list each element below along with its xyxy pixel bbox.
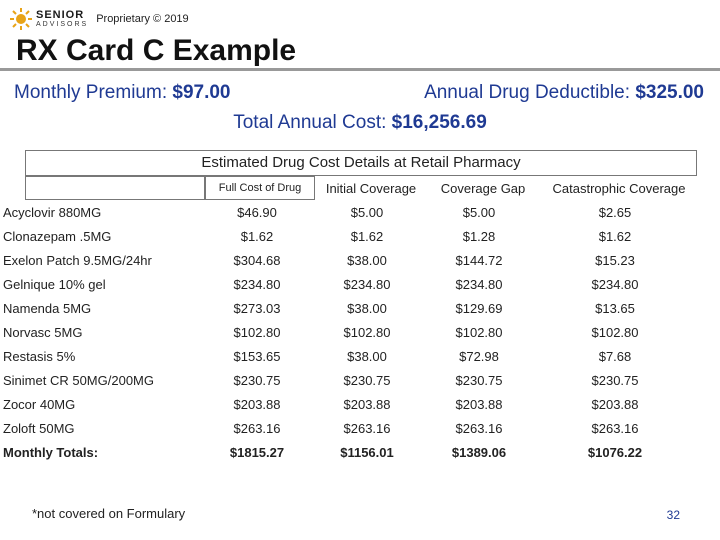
cell-coverage-gap: $234.80 [455,276,503,292]
title-bar: RX Card C Example [0,34,720,71]
page-title: RX Card C Example [16,34,297,67]
cell-initial-coverage: $263.16 [343,420,391,436]
logo-main-text: SENIOR [36,9,85,21]
cell-drug-name: Namenda 5MG [3,300,92,316]
cell-drug-name: Clonazepam .5MG [3,228,112,244]
proprietary-notice: Proprietary © 2019 [96,13,189,25]
cell-full-cost: $230.75 [233,372,281,388]
cell-catastrophic-coverage: $263.16 [591,420,639,436]
premium-label: Monthly Premium: [14,82,173,103]
cell-full-cost: $234.80 [233,276,281,292]
table-row: Gelnique 10% gel $234.80 $234.80 $234.80 $23… [3,272,695,296]
cell-drug-name: Zoloft 50MG [3,420,75,436]
cell-catastrophic-coverage: $203.88 [591,396,639,412]
cell-coverage-gap: $5.00 [462,204,496,220]
total-value: $16,256.69 [391,112,487,133]
cell-initial-coverage: $38.00 [347,300,387,316]
cell-initial-coverage: $234.80 [343,276,391,292]
table-title: Estimated Drug Cost Details at Retail Ph… [25,150,697,176]
table-row: Restasis 5% $153.65 $38.00 $72.98 $7.68 [3,344,695,368]
cell-initial-coverage: $203.88 [343,396,391,412]
total-annual-cost: Total Annual Cost: $16,256.69 [0,112,720,134]
cell-full-cost: $304.68 [233,252,281,268]
cell-drug-name: Norvasc 5MG [3,324,83,340]
premium-value: $97.00 [172,82,231,103]
cell-full-cost: $153.65 [233,348,281,364]
cell-catastrophic-coverage: $7.68 [598,348,632,364]
cell-catastrophic-coverage: $230.75 [591,372,639,388]
cell-coverage-gap: $102.80 [455,324,503,340]
cell-drug-name: Acyclovir 880MG [3,204,102,220]
monthly-premium: Monthly Premium: $97.00 [14,82,231,104]
deductible-label: Annual Drug Deductible: [424,82,636,103]
table-header-row: Full Cost of Drug Initial Coverage Cover… [25,176,695,200]
cell-catastrophic-coverage: $234.80 [591,276,639,292]
cell-full-cost: $203.88 [233,396,281,412]
header-cell-initial-coverage: Initial Coverage [325,180,417,196]
cell-drug-name: Restasis 5% [3,348,76,364]
totals-full-cost: $1815.27 [229,444,285,460]
totals-coverage-gap: $1389.06 [451,444,507,460]
sunburst-logo-icon [10,8,32,30]
cell-coverage-gap: $144.72 [455,252,503,268]
annual-deductible: Annual Drug Deductible: $325.00 [424,82,704,104]
cell-initial-coverage: $102.80 [343,324,391,340]
table-row: Acyclovir 880MG $46.90 $5.00 $5.00 $2.65 [3,200,695,224]
totals-label: Monthly Totals: [3,444,99,460]
cell-coverage-gap: $129.69 [455,300,503,316]
table-row: Clonazepam .5MG $1.62 $1.62 $1.28 $1.62 [3,224,695,248]
cell-catastrophic-coverage: $2.65 [598,204,632,220]
cell-coverage-gap: $230.75 [455,372,503,388]
header-cell-drug [25,176,205,200]
cell-catastrophic-coverage: $13.65 [595,300,635,316]
totals-initial-coverage: $1156.01 [340,444,394,460]
logo-sub-text: ADVISORS [36,21,89,28]
cell-drug-name: Exelon Patch 9.5MG/24hr [3,252,152,268]
cell-full-cost: $263.16 [233,420,281,436]
deductible-value: $325.00 [635,82,704,103]
logo-wordmark: SENIOR ADVISORS [36,9,89,29]
header-cell-full-cost: Full Cost of Drug [205,176,315,200]
table-row: Zoloft 50MG $263.16 $263.16 $263.16 $263.16 [3,416,695,440]
cell-initial-coverage: $1.62 [350,228,384,244]
table-row: Sinimet CR 50MG/200MG $230.75 $230.75 $230.… [3,368,695,392]
cell-coverage-gap: $203.88 [455,396,503,412]
header-cell-catastrophic: Catastrophic Coverage [552,180,686,196]
cell-coverage-gap: $72.98 [459,348,499,364]
cell-drug-name: Sinimet CR 50MG/200MG [3,372,154,388]
cell-catastrophic-coverage: $15.23 [595,252,635,268]
cell-coverage-gap: $1.28 [462,228,496,244]
totals-row: Monthly Totals: $1815.27 $1156.01 $1389.… [3,440,695,464]
totals-catastrophic: $1076.22 [587,444,643,460]
table-row: Namenda 5MG $273.03 $38.00 $129.69 $13.65 [3,296,695,320]
cell-full-cost: $1.62 [240,228,274,244]
table-row: Zocor 40MG $203.88 $203.88 $203.88 $203.88 [3,392,695,416]
cell-initial-coverage: $38.00 [347,348,387,364]
total-label: Total Annual Cost: [233,112,392,133]
page-number: 32 [666,508,680,522]
cell-coverage-gap: $263.16 [455,420,503,436]
cell-full-cost: $273.03 [233,300,281,316]
cell-drug-name: Zocor 40MG [3,396,76,412]
table-row: Norvasc 5MG $102.80 $102.80 $102.80 $102.80 [3,320,695,344]
drug-cost-table: Full Cost of Drug Initial Coverage Cover… [3,176,695,464]
cell-full-cost: $46.90 [237,204,277,220]
cell-initial-coverage: $38.00 [347,252,387,268]
cell-drug-name: Gelnique 10% gel [3,276,106,292]
cell-initial-coverage: $5.00 [350,204,384,220]
header-cell-coverage-gap: Coverage Gap [440,180,526,196]
cell-initial-coverage: $230.75 [343,372,391,388]
footnote: *not covered on Formulary [32,506,186,521]
cell-full-cost: $102.80 [233,324,281,340]
table-row: Exelon Patch 9.5MG/24hr $304.68 $38.00 $144… [3,248,695,272]
cell-catastrophic-coverage: $102.80 [591,324,639,340]
cell-catastrophic-coverage: $1.62 [598,228,632,244]
header: SENIOR ADVISORS Proprietary © 2019 [10,6,189,32]
table-body: Acyclovir 880MG $46.90 $5.00 $5.00 $2.65 Clon… [3,200,695,440]
